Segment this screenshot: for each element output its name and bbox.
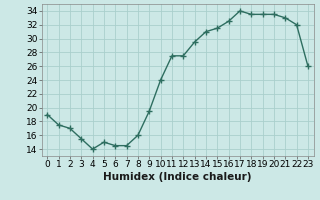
X-axis label: Humidex (Indice chaleur): Humidex (Indice chaleur)	[103, 172, 252, 182]
